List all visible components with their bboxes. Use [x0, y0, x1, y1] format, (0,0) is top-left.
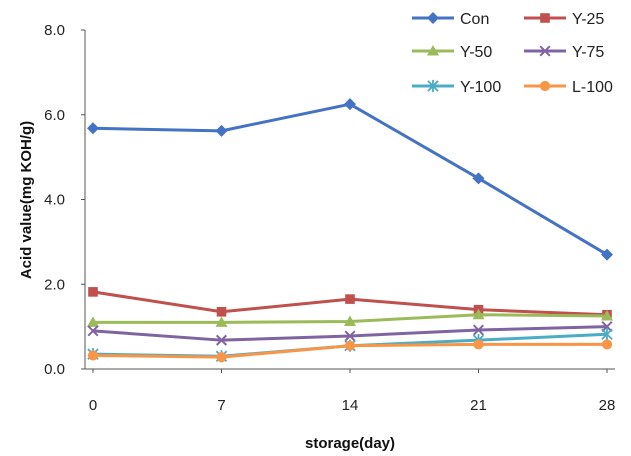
x-axis-title: storage(day) — [305, 435, 395, 452]
data-point-y-25 — [345, 294, 355, 304]
series-l-100 — [87, 339, 613, 363]
legend-label: Y-75 — [572, 44, 604, 61]
data-point-y-50 — [215, 316, 228, 327]
legend-swatch-marker — [427, 45, 439, 56]
series-line-con — [92, 102, 608, 256]
legend-swatch-marker — [539, 45, 551, 57]
x-tick-label: 7 — [217, 397, 225, 414]
x-tick-label: 21 — [470, 397, 487, 414]
data-point-l-100 — [87, 350, 99, 361]
legend-swatch-marker — [427, 79, 439, 93]
series-y-50 — [87, 308, 613, 327]
y-tick-label: 6.0 — [44, 107, 65, 124]
data-point-y-50 — [87, 316, 99, 327]
data-point-con — [87, 122, 99, 135]
data-point-con — [344, 98, 356, 111]
legend-label: Y-25 — [572, 11, 604, 28]
legend-item-y-50: Y-50 — [412, 44, 492, 61]
data-point-l-100 — [473, 339, 484, 350]
legend-label: Y-100 — [460, 79, 501, 96]
x-tick-label: 14 — [342, 397, 359, 414]
x-tick-label: 28 — [599, 397, 616, 414]
legend-label: L-100 — [572, 79, 613, 96]
legend-item-l-100: L-100 — [524, 79, 613, 96]
x-tick-label: 0 — [89, 397, 97, 414]
y-tick-label: 4.0 — [44, 192, 65, 209]
data-point-y-75 — [472, 324, 485, 336]
y-ticks: 0.0 2.0 4.0 6.0 8.0 — [44, 22, 85, 378]
y-tick-label: 8.0 — [44, 22, 65, 39]
data-point-y-75 — [344, 330, 356, 342]
legend-swatch-marker — [540, 13, 550, 23]
data-point-l-100 — [344, 340, 356, 351]
data-point-con — [601, 248, 613, 261]
legend-swatch-marker — [427, 12, 439, 24]
data-point-l-100 — [601, 339, 613, 350]
y-axis-title: Acid value(mg KOH/g) — [18, 121, 35, 279]
series-group — [87, 98, 613, 363]
series-con — [87, 98, 613, 261]
legend: Con Y-25 Y-50 Y-75 Y-100 L-100 — [412, 11, 613, 96]
legend-label: Con — [460, 11, 489, 28]
y-tick-label: 0.0 — [44, 361, 65, 378]
data-point-l-100 — [216, 352, 227, 363]
x-ticks: 0 7 14 21 28 — [89, 369, 616, 414]
legend-item-y-100: Y-100 — [412, 79, 501, 96]
data-point-y-100 — [601, 328, 613, 341]
data-point-y-50 — [344, 315, 356, 327]
legend-swatch-marker — [539, 80, 551, 92]
data-point-con — [215, 124, 228, 137]
data-point-y-50 — [472, 308, 485, 320]
y-tick-label: 2.0 — [44, 276, 65, 293]
data-point-y-25 — [88, 287, 98, 297]
data-point-y-75 — [215, 334, 228, 346]
legend-label: Y-50 — [460, 44, 492, 61]
legend-item-con: Con — [412, 11, 489, 28]
legend-item-y-25: Y-25 — [524, 11, 604, 28]
data-point-con — [472, 172, 485, 185]
data-point-y-25 — [216, 306, 227, 317]
data-point-y-75 — [87, 325, 99, 337]
series-y-75 — [87, 321, 613, 346]
data-point-y-50 — [601, 310, 613, 321]
legend-item-y-75: Y-75 — [524, 44, 604, 61]
